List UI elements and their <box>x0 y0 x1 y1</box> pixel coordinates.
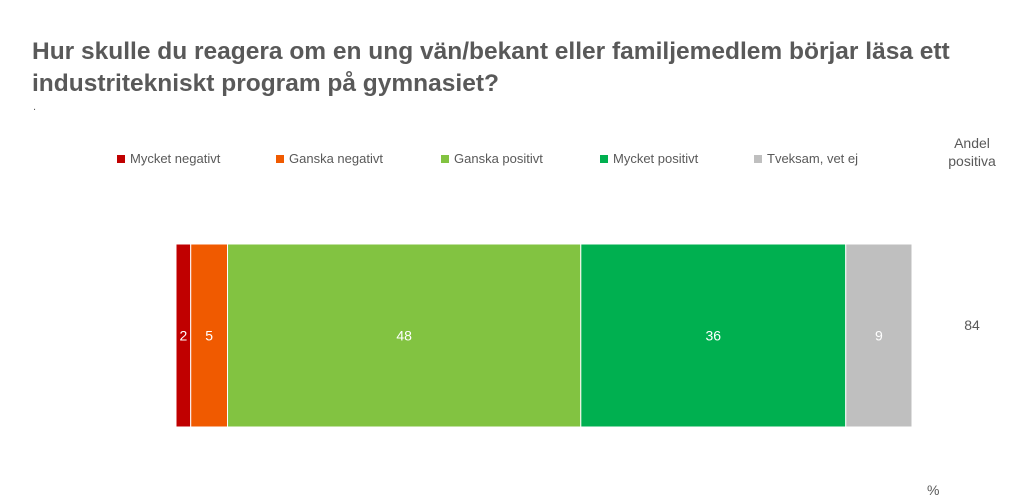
legend: Mycket negativt Ganska negativt Ganska p… <box>0 150 1024 170</box>
legend-item-ganska-positivt: Ganska positivt <box>441 150 543 168</box>
legend-item-tveksam: Tveksam, vet ej <box>754 150 858 168</box>
share-value: 84 <box>964 317 980 333</box>
legend-item-ganska-negativt: Ganska negativt <box>276 150 383 168</box>
footnote-mark: . <box>33 101 37 113</box>
legend-label-tveksam: Tveksam, vet ej <box>767 151 859 166</box>
legend-label-mycket-positivt: Mycket positivt <box>613 151 699 166</box>
bar-segment-ganska-negativt <box>190 243 229 428</box>
chart-title: Hur skulle du reagera om en ung vän/beka… <box>32 38 950 97</box>
legend-item-mycket-positivt: Mycket positivt <box>600 150 698 168</box>
legend-swatch-tveksam <box>754 155 762 163</box>
unit-label: % <box>927 482 940 498</box>
bar-segment-ganska-positivt <box>227 243 582 428</box>
data-label-ganska-negativt: 5 <box>205 328 213 344</box>
legend-swatch-ganska-negativt <box>276 155 284 163</box>
data-label-tveksam-vet-ej: 9 <box>875 328 883 344</box>
legend-item-mycket-negativt: Mycket negativt <box>117 150 220 168</box>
legend-label-mycket-negativt: Mycket negativt <box>130 151 221 166</box>
legend-swatch-mycket-negativt <box>117 155 125 163</box>
data-label-mycket-negativt: 2 <box>179 328 187 344</box>
legend-label-ganska-positivt: Ganska positivt <box>454 151 543 166</box>
legend-swatch-mycket-positivt <box>600 155 608 163</box>
legend-swatch-ganska-positivt <box>441 155 449 163</box>
bar-segment-mycket-positivt <box>580 243 847 428</box>
legend-label-ganska-negativt: Ganska negativt <box>289 151 383 166</box>
bar-segment-tveksam-vet-ej <box>845 243 913 428</box>
data-label-mycket-positivt: 36 <box>705 328 721 344</box>
share-header: Andel positiva <box>948 135 996 169</box>
data-label-ganska-positivt: 48 <box>396 328 412 344</box>
